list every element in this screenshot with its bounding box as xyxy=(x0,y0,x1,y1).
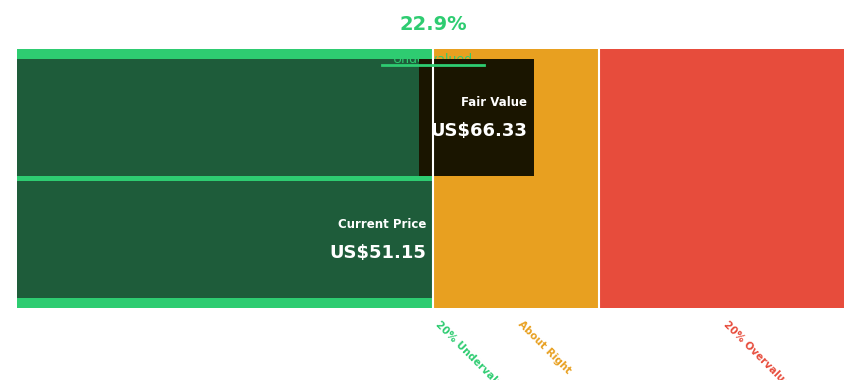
Bar xyxy=(433,49,598,308)
Text: 22.9%: 22.9% xyxy=(399,15,467,34)
Bar xyxy=(17,49,433,308)
Bar xyxy=(598,49,843,308)
Bar xyxy=(418,59,533,176)
Text: Fair Value: Fair Value xyxy=(461,96,527,109)
Text: 20% Overvalued: 20% Overvalued xyxy=(721,319,796,380)
Text: About Right: About Right xyxy=(515,319,572,376)
Text: 20% Undervalued: 20% Undervalued xyxy=(433,319,513,380)
Bar xyxy=(17,59,533,176)
Text: US$51.15: US$51.15 xyxy=(329,244,426,262)
Text: Undervalued: Undervalued xyxy=(393,53,473,66)
Text: US$66.33: US$66.33 xyxy=(430,122,527,139)
Text: Current Price: Current Price xyxy=(337,218,426,231)
Bar xyxy=(17,181,433,298)
